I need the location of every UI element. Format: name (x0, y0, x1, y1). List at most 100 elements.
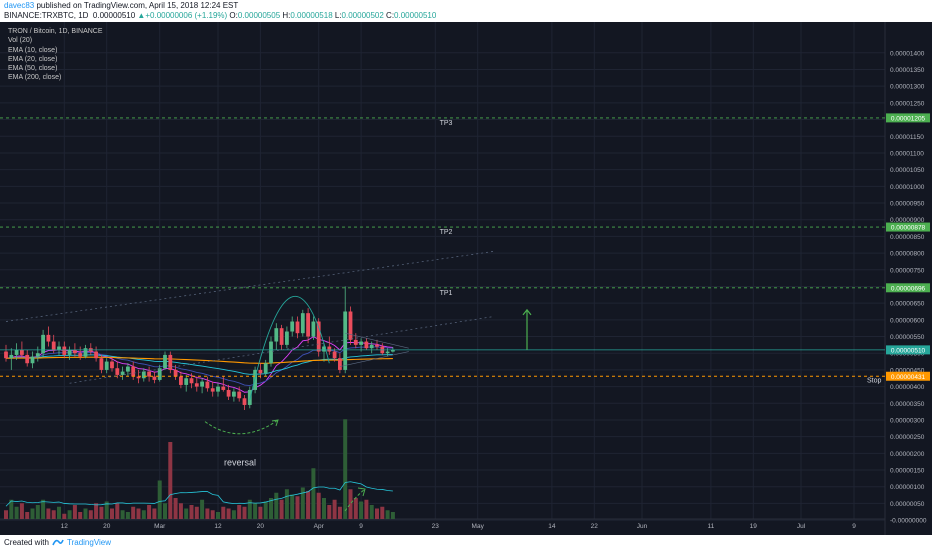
candle-body (51, 341, 56, 350)
legend-ema20[interactable]: EMA (20, close) (8, 55, 58, 63)
y-tick-label: 0.00000450 (890, 367, 925, 374)
candle-body (136, 376, 141, 379)
volume-bar (78, 512, 83, 519)
tradingview-link[interactable]: TradingView (67, 538, 112, 547)
candle-body (173, 369, 178, 377)
price-badge-stop (886, 371, 930, 381)
candle-body (242, 398, 247, 405)
candle-body (210, 388, 215, 392)
volume-bar (263, 501, 268, 519)
candle-body (168, 354, 173, 370)
candle-body (226, 389, 231, 397)
x-tick-label: 12 (214, 523, 222, 530)
author-link[interactable]: davec83 (4, 1, 35, 10)
volume-bar (306, 491, 311, 519)
candle-body (359, 341, 363, 345)
candle-body (179, 376, 183, 385)
volume-bar (110, 508, 114, 519)
volume-bar (178, 503, 183, 519)
volume-bar (300, 487, 305, 519)
y-tick-label: 0.00001100 (890, 150, 924, 157)
volume-bar (30, 508, 35, 519)
volume-bar (375, 508, 379, 519)
candle-body (62, 346, 67, 355)
candle-body (78, 353, 83, 357)
candle-body (94, 351, 98, 359)
candle-body (258, 369, 263, 374)
legend-series[interactable]: TRON / Bitcoin, 1D, BINANCE (8, 28, 103, 35)
volume-bar (316, 492, 321, 519)
volume-bar (35, 505, 40, 519)
volume-bar (200, 499, 205, 519)
volume-bar (72, 505, 77, 519)
x-tick-label: 19 (750, 523, 758, 530)
volume-bar (99, 506, 104, 519)
candle-body (221, 386, 226, 390)
y-tick-label: 0.00001050 (890, 167, 925, 174)
x-tick-label: 14 (548, 523, 556, 530)
price-chart[interactable]: 0.00001400 0.00001350 0.00001300 0.00001250… (0, 22, 932, 535)
tradingview-logo-icon (52, 539, 64, 546)
x-tick-label: 12 (61, 523, 69, 530)
price-badge-text: 0.00000431 (891, 374, 926, 381)
volume-bar (168, 442, 173, 519)
candle-body (99, 358, 104, 370)
candle-body (41, 334, 45, 354)
candle-body (163, 354, 167, 369)
close-value: 0.00000510 (394, 11, 437, 20)
volume-bar (295, 496, 300, 519)
volume-bar (67, 510, 72, 519)
candle-body (46, 334, 51, 342)
candle-body (9, 354, 14, 359)
y-tick-label: 0.00000350 (890, 401, 925, 408)
volume-bar (147, 505, 152, 519)
publish-line: davec83 published on TradingView.com, Ap… (4, 1, 238, 10)
publish-info: published on TradingView.com, April 15, … (36, 1, 239, 10)
y-tick-label: 0.00001150 (890, 134, 924, 141)
legend-ema10[interactable]: EMA (10, close) (8, 46, 58, 54)
close-label: C: (386, 11, 395, 20)
legend-ema200[interactable]: EMA (200, close) (8, 74, 62, 82)
y-tick-label: 0.00000800 (890, 251, 925, 258)
volume-bar (115, 503, 120, 519)
symbol-name: BINANCE:TRXBTC, 1D (4, 11, 89, 20)
volume-bar (274, 492, 279, 519)
volume-bar (62, 513, 67, 519)
up-arrow-icon (522, 308, 532, 316)
candle-body (14, 349, 19, 355)
candle-body (25, 354, 30, 364)
low-label: L: (334, 11, 342, 20)
x-tick-label: 9 (359, 523, 363, 530)
volume-bar (348, 489, 353, 519)
volume-bar (210, 510, 215, 519)
volume-bar (364, 499, 369, 519)
legend-volume[interactable]: Vol (20) (8, 37, 33, 45)
high-label: H: (282, 11, 291, 20)
chart-header: davec83 published on TradingView.com, Ap… (0, 0, 932, 22)
x-tick-label: 20 (257, 523, 265, 530)
candle-body (253, 369, 257, 390)
legend-ema50[interactable]: EMA (50, close) (8, 65, 58, 73)
candle-body (35, 353, 40, 357)
y-tick-label: 0.00000400 (890, 384, 925, 391)
volume-bar (141, 510, 146, 519)
candle-body (391, 349, 395, 352)
x-tick-label: 20 (103, 523, 111, 530)
y-tick-label: 0.00001000 (890, 184, 925, 191)
candle-body (285, 331, 289, 345)
created-with-label: Created with (4, 538, 49, 547)
volume-bar (284, 489, 289, 519)
volume-bar (14, 506, 19, 519)
pennant-bottom (339, 351, 409, 367)
x-tick-label: 11 (708, 523, 715, 530)
volume-bar (41, 499, 46, 519)
volume-bar (205, 508, 210, 519)
volume-bar (369, 505, 374, 519)
x-tick-label: 22 (591, 523, 599, 530)
candle-body (343, 311, 348, 370)
chart-area[interactable]: 0.00001400 0.00001350 0.00001300 0.00001250… (0, 22, 932, 535)
candle-body (279, 328, 284, 345)
candle-body (83, 348, 88, 357)
candle-body (237, 391, 242, 399)
volume-bar (184, 508, 189, 519)
